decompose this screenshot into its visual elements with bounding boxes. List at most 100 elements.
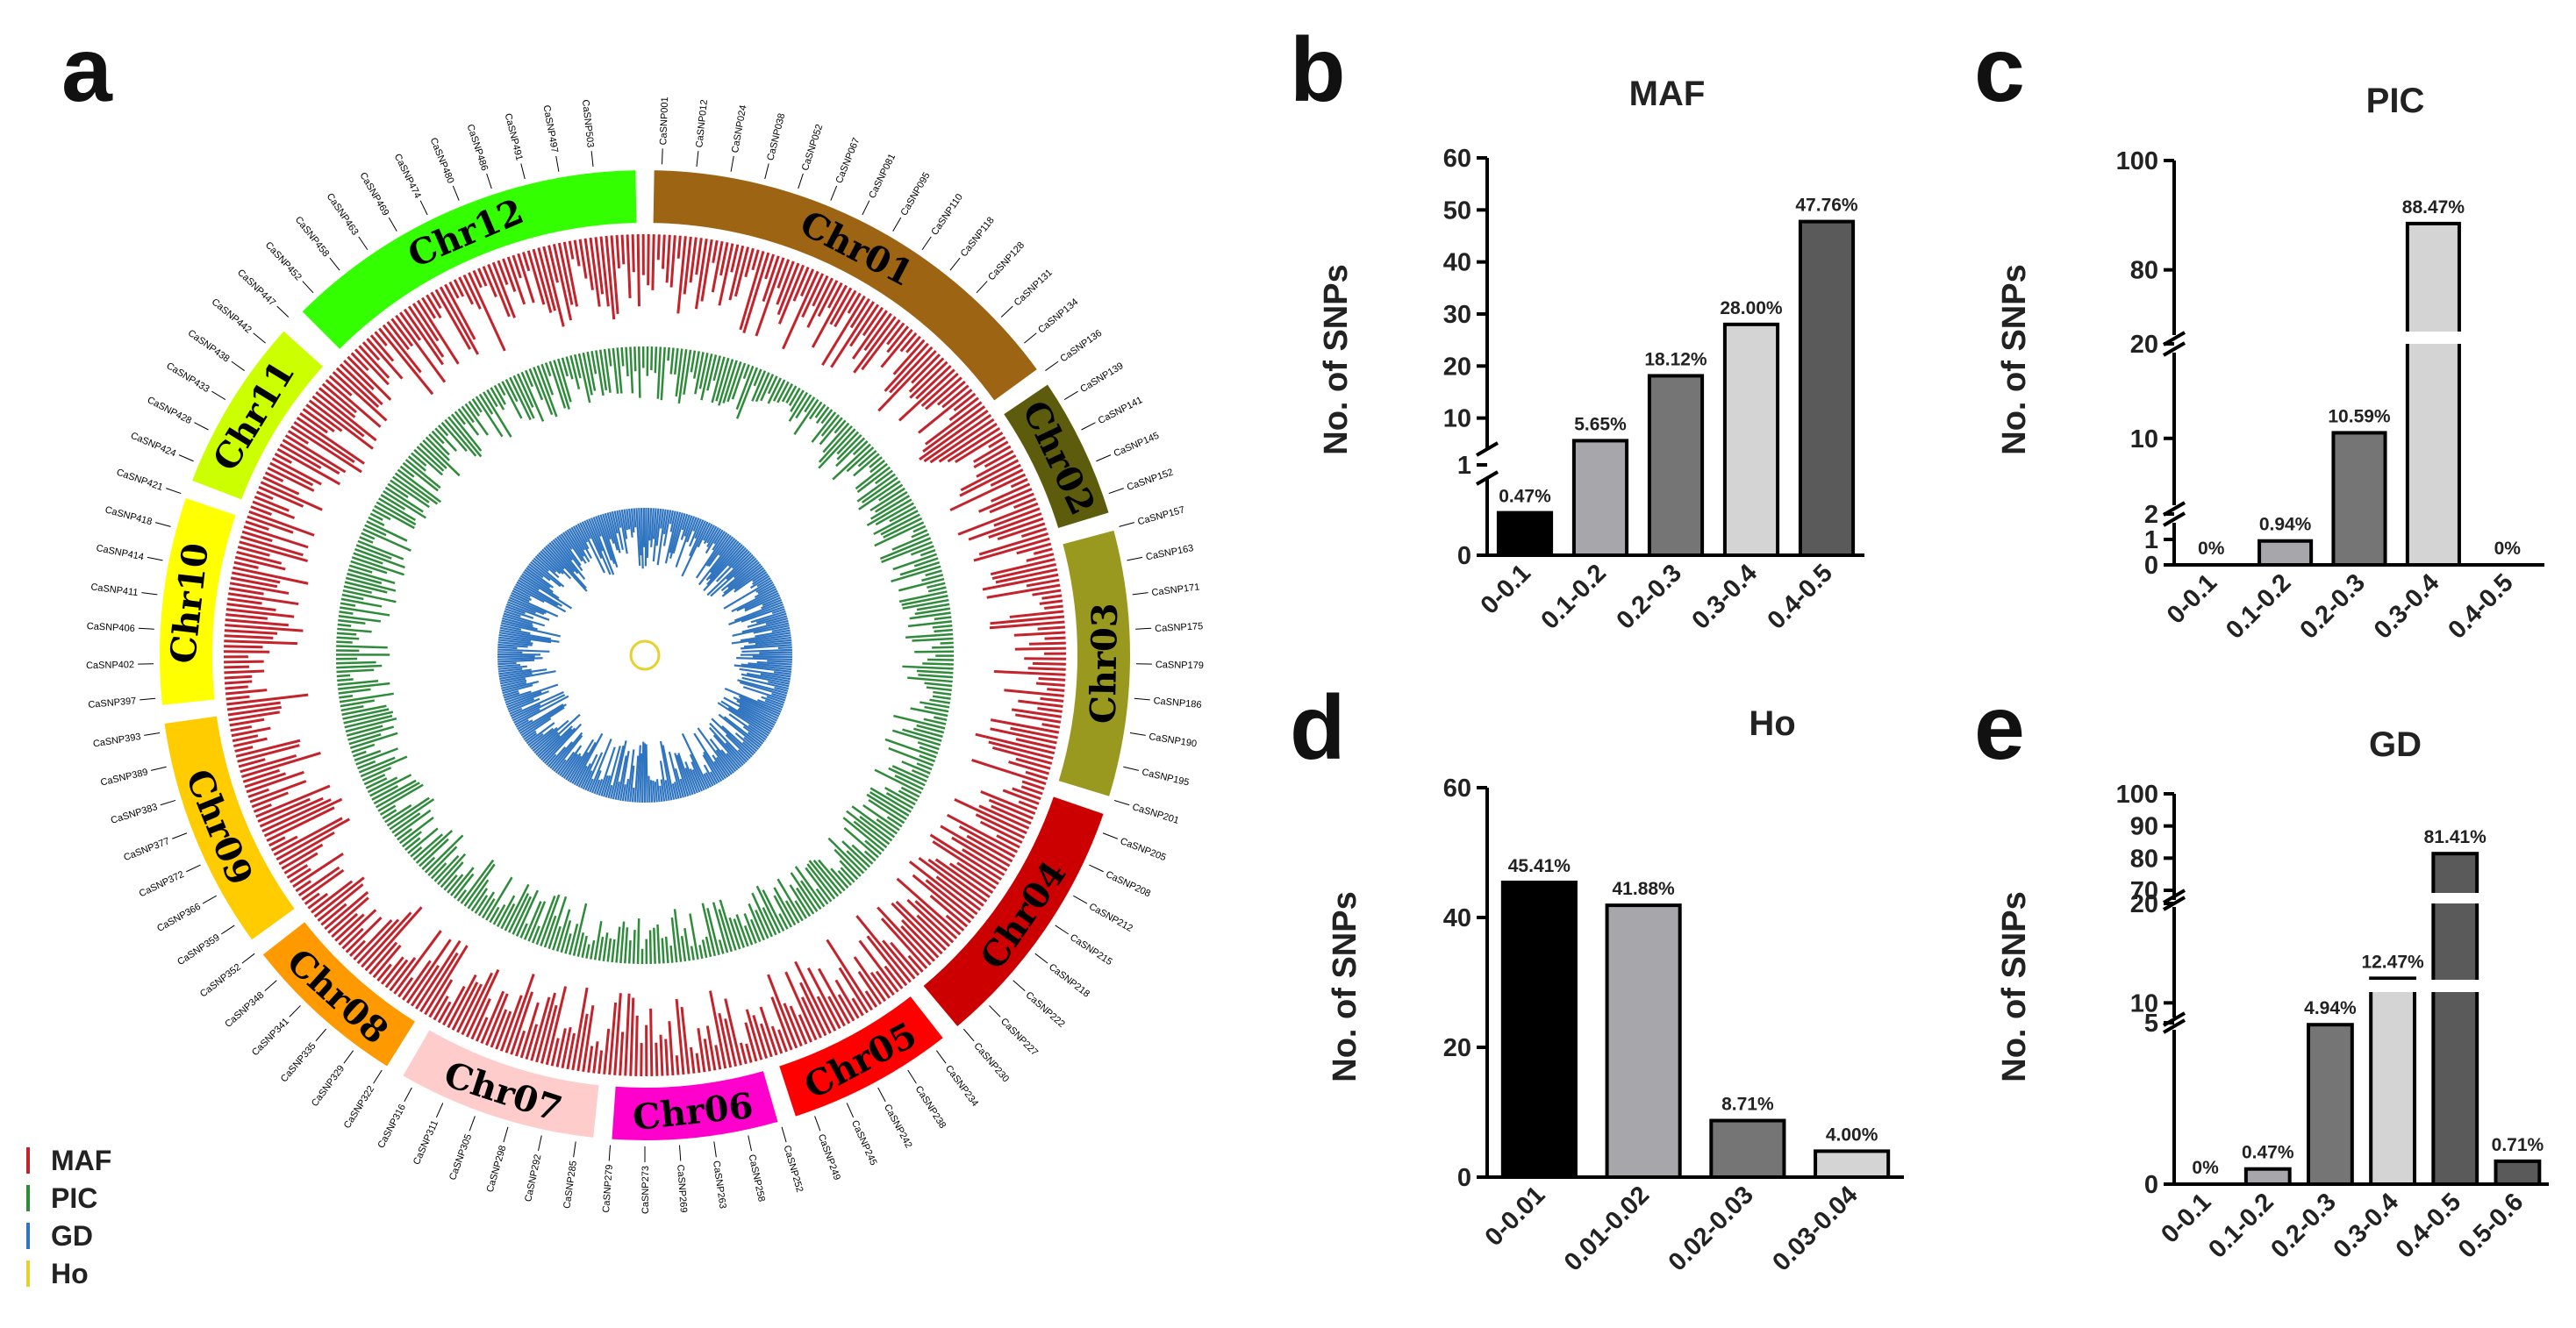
maf-track-bar	[490, 1009, 508, 1048]
gd-track-bar	[548, 542, 576, 573]
pic-track-bar	[346, 725, 383, 737]
maf-track-bar	[318, 387, 356, 418]
legend-swatch	[26, 1260, 30, 1287]
data-label: 4.94%	[2304, 998, 2357, 1018]
maf-track-bar	[925, 376, 962, 411]
pic-track-bar	[475, 396, 504, 438]
pic-track-bar	[891, 729, 941, 746]
gd-track-bar	[662, 745, 676, 800]
maf-track-bar	[395, 314, 447, 383]
y-tick-label: 2	[2144, 501, 2158, 529]
maf-track-bar	[269, 461, 314, 487]
gd-track-bar	[741, 741, 756, 754]
pic-track-bar	[453, 873, 475, 899]
maf-track-bar	[244, 772, 286, 789]
snp-label: CaSNP001	[658, 96, 670, 145]
pic-track-bar	[675, 348, 683, 397]
gd-track-bar	[652, 780, 656, 803]
maf-track-bar	[343, 359, 375, 390]
gd-track-bar	[710, 555, 755, 597]
maf-track-bar	[739, 250, 765, 331]
snp-tick	[1024, 332, 1037, 344]
pic-track-bar	[834, 848, 862, 877]
pic-track-bar	[338, 615, 382, 623]
gd-track-bar	[508, 697, 540, 713]
pic-track-bar	[811, 411, 837, 443]
maf-track-bar	[783, 1003, 803, 1047]
maf-track-bar	[1040, 696, 1064, 703]
maf-track-bar	[592, 1041, 599, 1074]
gd-track-bar	[692, 518, 700, 532]
ho-track-ring	[629, 639, 661, 671]
gd-track-bar	[497, 641, 533, 646]
gd-track-bar	[686, 517, 698, 543]
bar	[1647, 374, 1705, 557]
maf-track-bar	[485, 993, 509, 1046]
maf-track-bar	[664, 1039, 669, 1076]
pic-track-bar	[875, 502, 914, 526]
maf-track-bar	[311, 880, 354, 914]
gd-track-bar	[507, 598, 545, 616]
gd-track-bar	[529, 727, 555, 748]
gd-track-bar	[723, 696, 776, 726]
chart-ho: 020406045.41%0-0.0141.88%0.01-0.028.71%0…	[1327, 775, 1904, 1277]
maf-track-bar	[234, 555, 286, 571]
snp-tick	[1081, 422, 1096, 431]
pic-track-bar	[512, 375, 535, 419]
pic-track-bar	[379, 804, 397, 816]
maf-track-bar	[236, 550, 283, 565]
pic-track-bar	[369, 774, 412, 797]
pic-track-bar	[355, 747, 398, 766]
pic-track-bar	[456, 889, 468, 902]
maf-track-bar	[777, 1029, 788, 1053]
gd-track-bar	[748, 662, 792, 668]
bar	[2494, 1159, 2542, 1186]
maf-track-bar	[935, 875, 982, 911]
gd-track-bar	[600, 775, 609, 796]
pic-track-bar	[907, 676, 953, 683]
pic-track-bar	[464, 403, 489, 436]
snp-tick	[877, 1087, 886, 1103]
maf-track-bar	[311, 395, 365, 438]
maf-track-bar	[1008, 760, 1050, 775]
maf-track-bar	[863, 312, 892, 352]
gd-track-bar	[736, 656, 792, 661]
gd-track-bar	[638, 508, 642, 556]
pic-track-bar	[762, 907, 777, 936]
maf-track-bar	[458, 276, 474, 305]
maf-track-bar	[907, 954, 924, 973]
gd-track-bar	[648, 775, 651, 803]
gd-track-bar	[513, 585, 545, 603]
gd-track-bar	[534, 555, 560, 579]
gd-track-bar	[761, 598, 783, 610]
x-tick-label: 0.3-0.4	[2369, 568, 2444, 644]
pic-track-bar	[722, 360, 738, 403]
pic-track-bar	[471, 398, 483, 413]
maf-track-bar	[293, 420, 355, 464]
pic-track-bar	[447, 416, 483, 458]
maf-track-bar	[369, 941, 398, 975]
pic-track-bar	[387, 482, 409, 499]
data-label: 88.47%	[2402, 197, 2465, 218]
maf-track-bar	[1026, 553, 1055, 562]
maf-track-bar	[683, 236, 692, 295]
pic-track-bar	[842, 817, 885, 852]
snp-label: CaSNP348	[223, 990, 266, 1030]
pic-track-bar	[795, 394, 812, 419]
gd-track-bar	[744, 594, 780, 612]
maf-track-bar	[799, 982, 827, 1037]
maf-track-bar	[959, 463, 1021, 497]
gd-track-bar	[728, 603, 784, 625]
pic-track-bar	[371, 785, 398, 801]
gd-track-bar	[756, 612, 787, 624]
pic-track-bar	[905, 632, 954, 639]
pic-track-bar	[698, 353, 709, 389]
maf-track-bar	[566, 1032, 576, 1070]
maf-track-bar	[906, 898, 955, 944]
maf-track-bar	[497, 260, 509, 286]
snp-tick	[289, 1005, 301, 1017]
maf-track-bar	[951, 836, 1008, 872]
gd-track-bar	[752, 573, 769, 585]
pic-track-bar	[632, 930, 636, 964]
